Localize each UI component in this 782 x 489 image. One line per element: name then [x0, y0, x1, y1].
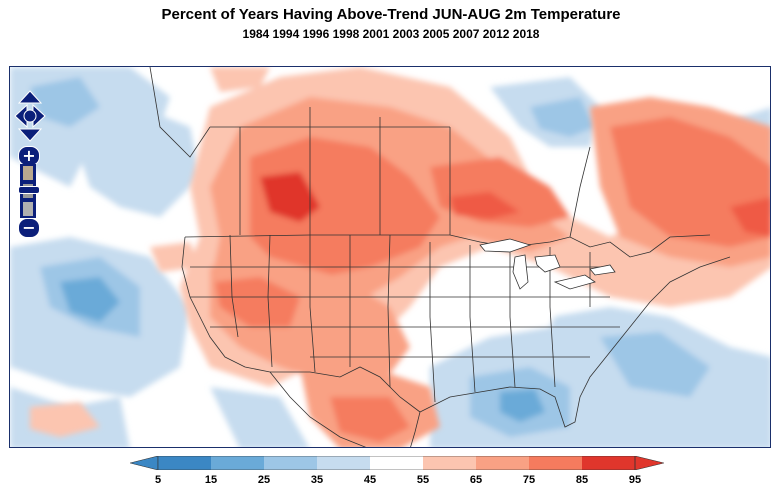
- legend-label: 35: [310, 474, 324, 486]
- pan-arrows-icon[interactable]: [13, 89, 47, 143]
- color-legend: [130, 456, 664, 470]
- legend-label: 55: [416, 474, 430, 486]
- zoom-slider-handle[interactable]: [18, 186, 40, 194]
- legend-label: 25: [257, 474, 271, 486]
- zoom-in-button[interactable]: +: [18, 146, 40, 166]
- map-canvas: [10, 67, 770, 447]
- legend-label: 65: [469, 474, 483, 486]
- map-title: Percent of Years Having Above-Trend JUN-…: [161, 6, 621, 23]
- legend-label: 5: [154, 474, 162, 486]
- map-viewport[interactable]: [9, 66, 771, 448]
- legend-label: 95: [628, 474, 642, 486]
- legend-label: 85: [575, 474, 589, 486]
- zoom-control: + −: [18, 146, 40, 238]
- legend-label: 15: [204, 474, 218, 486]
- legend-label: 45: [363, 474, 377, 486]
- pan-control[interactable]: [13, 89, 47, 143]
- legend-label: 75: [522, 474, 536, 486]
- warm-anomaly-regions: [30, 67, 770, 447]
- map-subtitle: 1984 1994 1996 1998 2001 2003 2005 2007 …: [242, 27, 540, 41]
- zoom-out-button[interactable]: −: [18, 218, 40, 238]
- minus-icon: −: [22, 218, 36, 237]
- great-lakes: [479, 238, 616, 290]
- plus-icon: +: [22, 146, 36, 165]
- political-boundaries: [149, 67, 731, 447]
